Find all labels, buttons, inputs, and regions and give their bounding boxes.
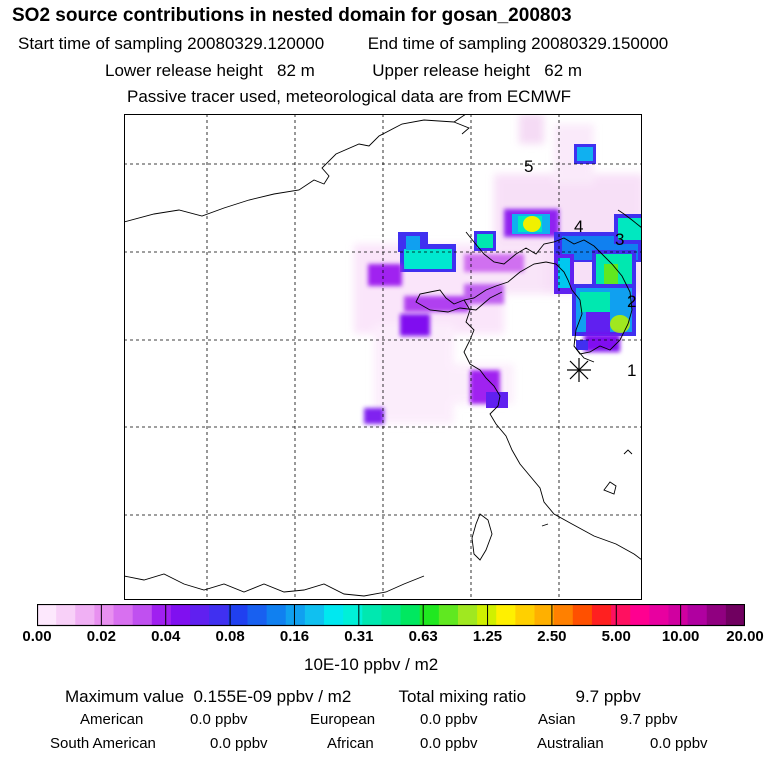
region-american: American [80,711,144,728]
plume-region-5 [464,144,596,272]
chart-title: SO2 source contributions in nested domai… [12,5,572,26]
plume-north-china [364,232,504,424]
region-south-american: South American [50,735,156,752]
colorbar-tick-label: 0.63 [408,628,438,645]
colorbar-cell [630,604,650,626]
plume-korea [554,214,642,352]
colorbar-cell [285,604,306,626]
sampling-end: End time of sampling 20080329.150000 [367,34,669,53]
colorbar-cell [304,604,325,626]
total-mixing-label: Total mixing ratio [398,687,527,706]
region-european-value: 0.0 ppbv [420,711,478,728]
colorbar-cell [668,604,689,626]
colorbar-tick-label: 0.04 [151,628,181,645]
colorbar-cell [419,604,440,626]
region-european: European [310,711,376,728]
colorbar [37,604,745,627]
gridlines [124,114,642,600]
colorbar-tick-label: 1.25 [472,628,503,645]
release-lower: Lower release height 82 m [105,61,315,80]
region-african-value: 0.0 ppbv [420,735,478,752]
colorbar-tick-label: 0.02 [86,628,116,645]
colorbar-tick-label: 0.08 [215,628,245,645]
colorbar-cell [706,604,727,626]
colorbar-cell [324,604,344,626]
colorbar-cell [209,604,229,626]
colorbar-cell [362,604,383,626]
colorbar-cell [400,604,421,626]
coastlines [124,114,642,597]
colorbar-cell [649,604,670,626]
colorbar-cell [132,604,153,626]
colorbar-cell [37,604,57,626]
colorbar-cell [572,604,593,626]
colorbar-tick-label: 5.00 [601,628,631,645]
colorbar-cell [228,604,249,626]
colorbar-unit: 10E-10 ppbv / m2 [304,655,439,674]
colorbar-cell [381,604,402,626]
region-south-american-value: 0.0 ppbv [210,735,268,752]
colorbar-cell [343,604,363,626]
release-upper: Upper release height 62 m [372,61,583,80]
region-asian-value: 9.7 ppbv [620,711,678,728]
region-label-2: 2 [627,292,636,311]
colorbar-cell [56,604,76,626]
colorbar-tick-label: 0.16 [279,628,310,645]
colorbar-tick-label: 0.31 [344,628,374,645]
stats-line: Maximum value 0.155E-09 ppbv / m2 Total … [65,688,641,705]
colorbar-cell [725,604,745,626]
colorbar-cell [113,604,134,626]
region-australian: Australian [537,735,604,752]
colorbar-tick-label: 0.00 [22,628,52,645]
colorbar-cell [553,604,574,626]
colorbar-cell [611,604,631,626]
colorbar-cell [247,604,268,626]
colorbar-cell [94,604,115,626]
sampling-times: Start time of sampling 20080329.120000 E… [18,35,668,52]
colorbar-cell [151,604,172,626]
colorbar-cell [687,604,708,626]
region-african: African [327,735,374,752]
region-label-1: 1 [627,361,636,380]
colorbar-tick-label: 10.00 [661,628,700,645]
region-american-value: 0.0 ppbv [190,711,248,728]
region-label-3: 3 [615,230,624,249]
receptor-marker [567,358,591,382]
colorbar-cell [591,604,612,626]
colorbar-labels: 0.00 0.02 0.04 0.08 0.16 0.31 0.63 1.25 2.50 5.00… [0,628,768,648]
sampling-start: Start time of sampling 20080329.120000 [18,34,325,53]
colorbar-cell [477,604,497,626]
map-plot: 5 4 3 2 1 [124,114,642,600]
colorbar-cell [438,604,459,626]
region-labels: 5 4 3 2 1 [524,157,636,380]
colorbar-tick-label: 2.50 [537,628,567,645]
colorbar-tick-label: 20.00 [726,628,764,645]
total-mixing-value: 9.7 ppbv [575,687,641,706]
region-asian: Asian [538,711,576,728]
max-value: Maximum value 0.155E-09 ppbv / m2 [65,687,352,706]
colorbar-cell [170,604,191,626]
colorbar-cell [457,604,478,626]
colorbar-cell [190,604,210,626]
colorbar-cell [266,604,287,626]
region-label-4: 4 [574,217,583,236]
colorbar-cell [534,604,555,626]
colorbar-cell [496,604,516,626]
region-label-5: 5 [524,157,533,176]
colorbar-cell [75,604,96,626]
colorbar-cell [515,604,536,626]
release-heights: Lower release height 82 m Upper release … [105,62,582,79]
tracer-info: Passive tracer used, meteorological data… [127,87,572,106]
region-australian-value: 0.0 ppbv [650,735,708,752]
